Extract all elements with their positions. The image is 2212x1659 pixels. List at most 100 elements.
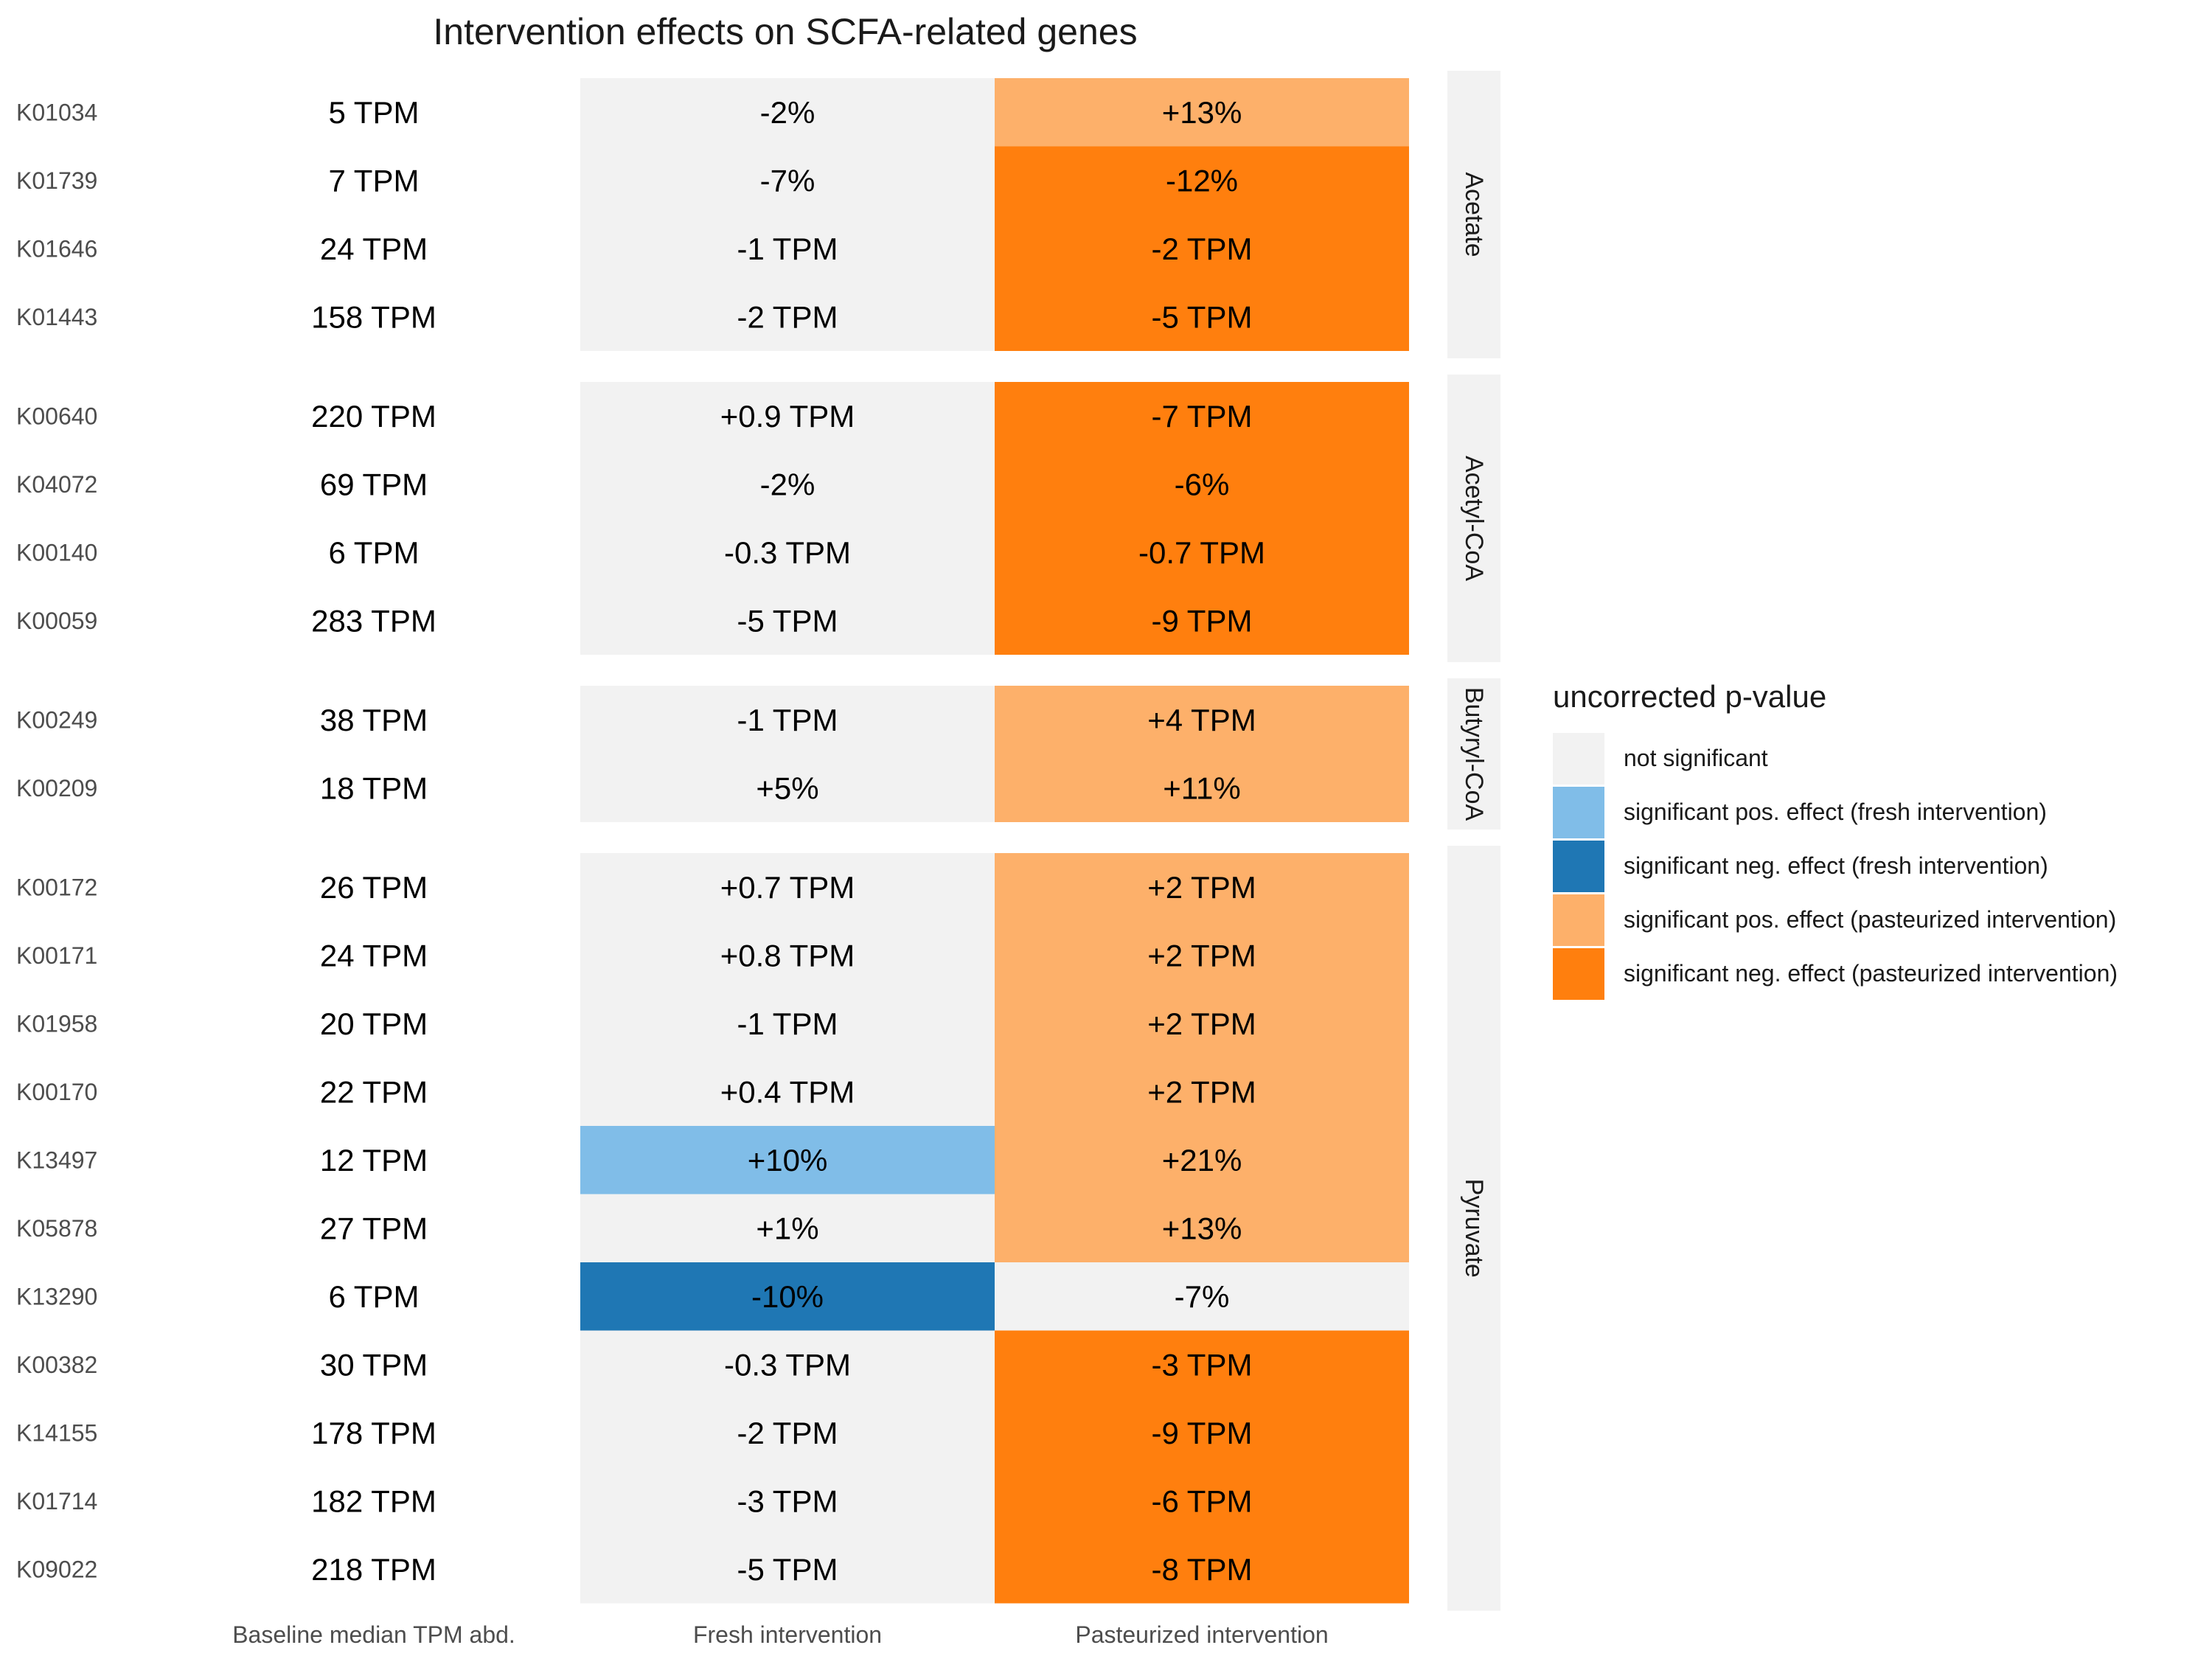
legend-label: significant neg. effect (pasteurized int… bbox=[1624, 960, 2118, 987]
tile-pasteurized-K01443 bbox=[995, 282, 1409, 351]
gene-label: K04072 bbox=[16, 471, 97, 498]
tile-fresh-K00249 bbox=[580, 686, 995, 754]
baseline-value: 24 TPM bbox=[320, 232, 428, 266]
fresh-effect-label: +1% bbox=[756, 1211, 818, 1245]
facet-strip-label: Pyruvate bbox=[1460, 1179, 1488, 1278]
gene-label: K09022 bbox=[16, 1556, 97, 1582]
baseline-value: 5 TPM bbox=[329, 95, 420, 130]
legend-item-pasteurized-neg: significant neg. effect (pasteurized int… bbox=[1553, 947, 2202, 1001]
tile-pasteurized-K05878 bbox=[995, 1194, 1409, 1262]
chart-title: Intervention effects on SCFA-related gen… bbox=[433, 11, 1137, 52]
pasteurized-effect-label: +21% bbox=[1162, 1143, 1242, 1178]
pasteurized-effect-label: -7 TPM bbox=[1152, 399, 1253, 434]
baseline-value: 38 TPM bbox=[320, 703, 428, 737]
baseline-value: 24 TPM bbox=[320, 938, 428, 973]
baseline-value: 27 TPM bbox=[320, 1211, 428, 1245]
tile-pasteurized-K01646 bbox=[995, 215, 1409, 283]
pasteurized-effect-label: -12% bbox=[1166, 163, 1238, 198]
legend-swatch bbox=[1553, 786, 1604, 838]
pasteurized-effect-label: -0.7 TPM bbox=[1138, 535, 1265, 570]
gene-label: K00140 bbox=[16, 539, 97, 566]
pasteurized-effect-label: +2 TPM bbox=[1147, 870, 1256, 905]
gene-label: K00171 bbox=[16, 942, 97, 969]
pasteurized-effect-label: +2 TPM bbox=[1147, 1006, 1256, 1041]
fresh-effect-label: -1 TPM bbox=[737, 1006, 838, 1041]
legend-swatch bbox=[1553, 947, 1604, 1000]
tile-pasteurized-K01958 bbox=[995, 990, 1409, 1058]
tile-fresh-K01714 bbox=[580, 1467, 995, 1535]
x-axis-label-fresh: Fresh intervention bbox=[693, 1621, 882, 1648]
tile-pasteurized-K00170 bbox=[995, 1057, 1409, 1126]
tile-fresh-K00382 bbox=[580, 1330, 995, 1399]
facet-strip-acetate bbox=[1447, 71, 1500, 358]
tile-fresh-K04072 bbox=[580, 450, 995, 518]
fresh-effect-label: -2 TPM bbox=[737, 299, 838, 334]
legend-label: significant pos. effect (pasteurized int… bbox=[1624, 906, 2117, 933]
tile-pasteurized-K13497 bbox=[995, 1126, 1409, 1194]
gene-label: K00059 bbox=[16, 608, 97, 634]
baseline-value: 18 TPM bbox=[320, 771, 428, 805]
baseline-value: 12 TPM bbox=[320, 1143, 428, 1178]
facet-strip-acetyl-coa bbox=[1447, 375, 1500, 662]
facet-strip-label: Acetate bbox=[1460, 172, 1488, 257]
x-axis-label-pasteurized: Pasteurized intervention bbox=[1075, 1621, 1328, 1648]
pasteurized-effect-label: -7% bbox=[1175, 1279, 1230, 1314]
tile-fresh-K13290 bbox=[580, 1262, 995, 1331]
tile-pasteurized-K00171 bbox=[995, 921, 1409, 990]
fresh-effect-label: -3 TPM bbox=[737, 1484, 838, 1518]
legend-item-not-significant: not significant bbox=[1553, 731, 2202, 785]
pasteurized-effect-label: -6 TPM bbox=[1152, 1484, 1253, 1518]
fresh-effect-label: -1 TPM bbox=[737, 232, 838, 266]
fresh-effect-label: -1 TPM bbox=[737, 703, 838, 737]
tile-pasteurized-K01714 bbox=[995, 1467, 1409, 1535]
facet-strip-layer: Acetate Acetyl-CoA Butyryl-CoA Pyruvate bbox=[1447, 71, 1500, 1611]
baseline-value: 22 TPM bbox=[320, 1074, 428, 1109]
fresh-effect-label: +0.8 TPM bbox=[720, 938, 855, 973]
fresh-effect-label: -7% bbox=[760, 163, 815, 198]
fresh-effect-label: -0.3 TPM bbox=[724, 1347, 851, 1382]
legend-item-fresh-pos: significant pos. effect (fresh intervent… bbox=[1553, 785, 2202, 839]
fresh-effect-label: -5 TPM bbox=[737, 1552, 838, 1587]
gene-label: K00170 bbox=[16, 1079, 97, 1105]
gene-label: K00382 bbox=[16, 1352, 97, 1378]
pasteurized-effect-label: -6% bbox=[1175, 467, 1230, 501]
tile-fresh-K05878 bbox=[580, 1194, 995, 1262]
gene-label: K01034 bbox=[16, 99, 97, 125]
tile-fresh-K13497 bbox=[580, 1126, 995, 1194]
tile-fresh-K09022 bbox=[580, 1535, 995, 1604]
pasteurized-effect-label: -5 TPM bbox=[1152, 299, 1253, 334]
baseline-value: 6 TPM bbox=[329, 1279, 420, 1314]
tile-pasteurized-K00059 bbox=[995, 586, 1409, 655]
legend-item-pasteurized-pos: significant pos. effect (pasteurized int… bbox=[1553, 893, 2202, 947]
tile-pasteurized-K04072 bbox=[995, 450, 1409, 518]
tile-pasteurized-K00172 bbox=[995, 853, 1409, 922]
fresh-effect-label: +0.7 TPM bbox=[720, 870, 855, 905]
legend-label: significant pos. effect (fresh intervent… bbox=[1624, 799, 2047, 825]
tile-pasteurized-K00640 bbox=[995, 382, 1409, 451]
fresh-effect-label: -0.3 TPM bbox=[724, 535, 851, 570]
fresh-effect-label: -10% bbox=[751, 1279, 824, 1314]
baseline-value: 26 TPM bbox=[320, 870, 428, 905]
legend-swatch bbox=[1553, 732, 1604, 785]
tile-fresh-K01958 bbox=[580, 990, 995, 1058]
tile-fresh-K01443 bbox=[580, 282, 995, 351]
tile-pasteurized-K00209 bbox=[995, 754, 1409, 822]
legend-label: not significant bbox=[1624, 745, 1768, 771]
pasteurized-effect-label: -9 TPM bbox=[1152, 1416, 1253, 1450]
pasteurized-effect-label: -2 TPM bbox=[1152, 232, 1253, 266]
pasteurized-effect-label: -8 TPM bbox=[1152, 1552, 1253, 1587]
baseline-value: 30 TPM bbox=[320, 1347, 428, 1382]
gene-label: K01714 bbox=[16, 1488, 97, 1514]
fresh-effect-label: -2 TPM bbox=[737, 1416, 838, 1450]
tile-fresh-K00170 bbox=[580, 1057, 995, 1126]
gene-label: K00640 bbox=[16, 403, 97, 429]
legend-swatch bbox=[1553, 840, 1604, 892]
fresh-effect-label: +5% bbox=[756, 771, 818, 805]
tile-fresh-K00209 bbox=[580, 754, 995, 822]
tile-fresh-K01739 bbox=[580, 146, 995, 215]
pasteurized-effect-label: -9 TPM bbox=[1152, 603, 1253, 638]
gene-label: K01958 bbox=[16, 1010, 97, 1037]
baseline-value: 20 TPM bbox=[320, 1006, 428, 1041]
legend-swatch bbox=[1553, 894, 1604, 946]
